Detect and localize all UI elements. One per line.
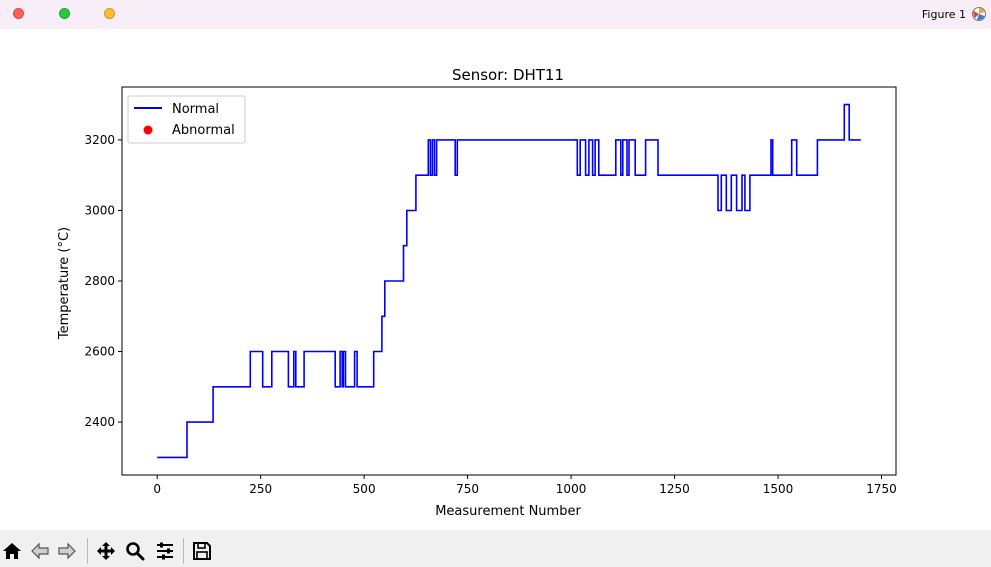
configure-subplots-icon[interactable] — [154, 540, 176, 562]
figure-canvas[interactable]: 0 250 500 750 1000 1250 1500 1750 2400 2600 2800 30… — [0, 29, 991, 530]
navigation-toolbar — [0, 530, 991, 567]
back-icon[interactable] — [29, 540, 51, 562]
forward-icon[interactable] — [56, 540, 78, 562]
x-tick-label: 1250 — [659, 482, 690, 496]
y-tick-label: 3200 — [84, 133, 115, 147]
x-tick-label: 1500 — [763, 482, 794, 496]
y-axis-label: Temperature (°C) — [57, 227, 72, 340]
toolbar-separator — [87, 538, 88, 564]
line-chart: 0 250 500 750 1000 1250 1500 1750 2400 2600 2800 30… — [57, 66, 897, 519]
maximize-window-button[interactable] — [104, 8, 115, 19]
x-tick-label: 500 — [353, 482, 376, 496]
app-icon — [971, 6, 987, 22]
minimize-window-button[interactable] — [59, 8, 70, 19]
y-tick-label: 2400 — [84, 415, 115, 429]
pan-icon[interactable] — [95, 540, 117, 562]
series-line-normal — [157, 103, 861, 459]
x-axis-label: Measurement Number — [435, 504, 581, 519]
y-tick-label: 2800 — [84, 274, 115, 288]
legend-abnormal-dot-marker — [143, 125, 153, 135]
home-icon[interactable] — [1, 540, 23, 562]
toolbar-separator — [183, 538, 184, 564]
x-tick-label: 250 — [249, 482, 272, 496]
window-title: Figure 1 — [921, 8, 966, 21]
close-window-button[interactable] — [13, 8, 24, 19]
x-tick-label: 750 — [456, 482, 479, 496]
y-tick-label: 2600 — [84, 345, 115, 359]
x-tick-label: 1000 — [556, 482, 587, 496]
x-tick-label: 0 — [153, 482, 161, 496]
window-titlebar: Figure 1 — [0, 0, 991, 29]
plot-area-frame — [121, 86, 897, 476]
chart-title: Sensor: DHT11 — [452, 66, 564, 84]
legend-normal-label: Normal — [172, 102, 219, 117]
legend: Normal Abnormal — [127, 95, 246, 144]
save-icon[interactable] — [191, 540, 213, 562]
legend-abnormal-label: Abnormal — [172, 123, 235, 138]
x-tick-label: 1750 — [866, 482, 897, 496]
zoom-icon[interactable] — [124, 540, 146, 562]
y-tick-label: 3000 — [84, 203, 115, 217]
